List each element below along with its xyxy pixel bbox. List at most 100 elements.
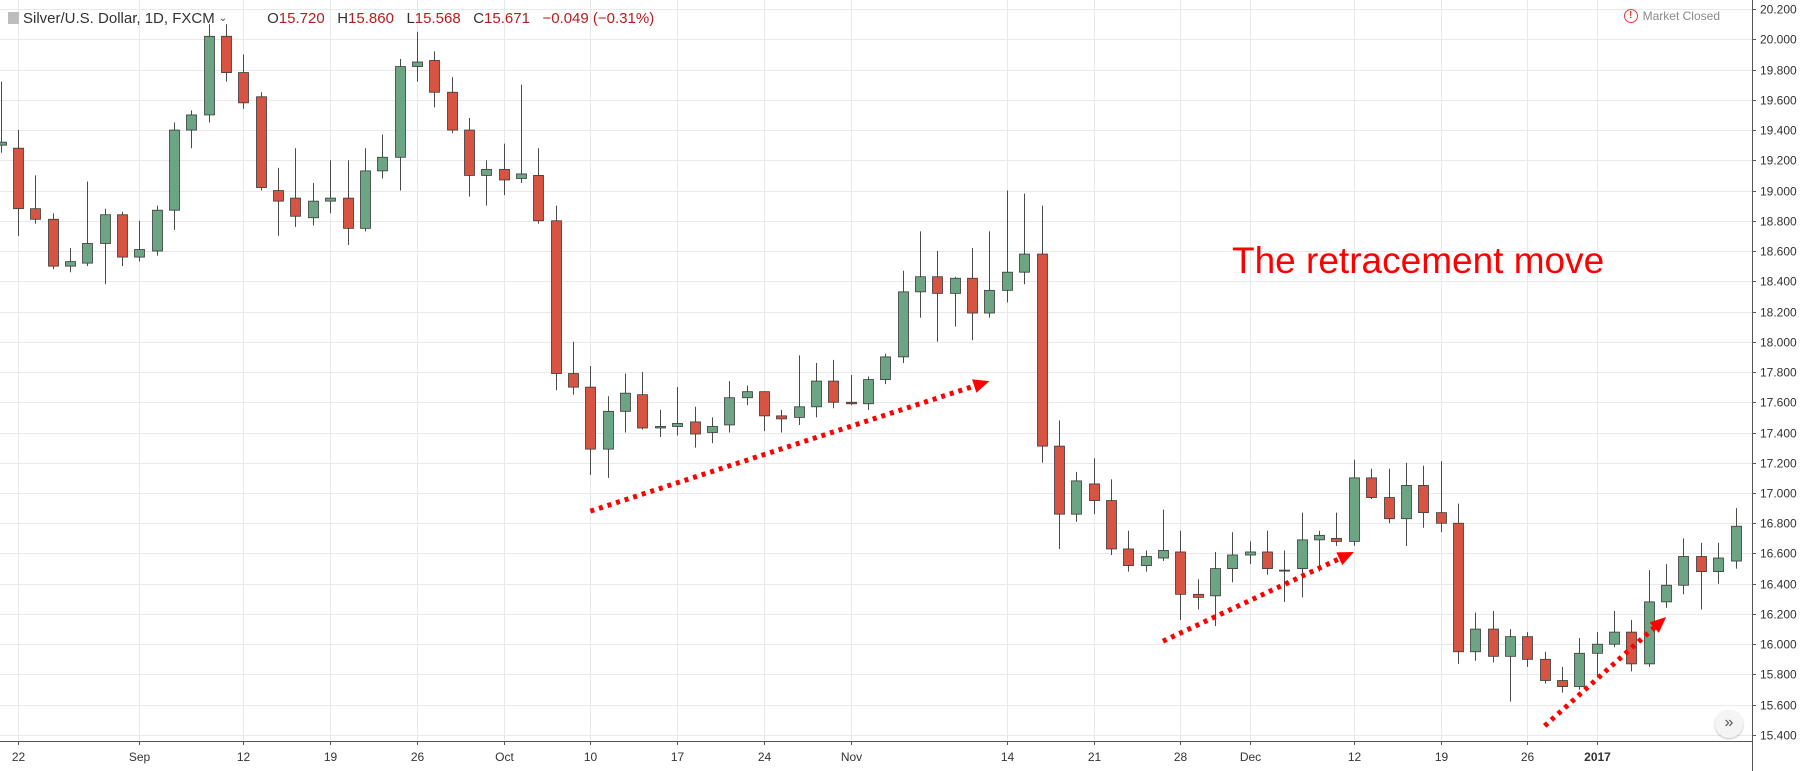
candle-body	[1193, 593, 1204, 598]
candle-body	[759, 391, 770, 417]
open-value: 15.720	[278, 9, 325, 27]
candle	[1141, 550, 1152, 572]
candle-body	[1436, 512, 1447, 524]
candle	[1037, 205, 1048, 463]
time-tick-label: 26	[411, 750, 425, 764]
candle-body	[533, 175, 544, 222]
candle-body	[134, 249, 145, 258]
candle	[551, 205, 562, 391]
candle	[343, 160, 354, 245]
arrow-head	[1649, 616, 1667, 633]
candle-body	[880, 356, 891, 380]
arrow-head	[1336, 551, 1354, 566]
scroll-to-realtime-button[interactable]: »	[1715, 710, 1743, 738]
chevron-down-icon[interactable]: ⌄	[218, 12, 228, 24]
candle	[1453, 503, 1464, 664]
candle-body	[1054, 445, 1065, 515]
candle-body	[152, 209, 163, 252]
candle-body	[1262, 551, 1273, 570]
candle	[221, 24, 232, 82]
market-status-label: Market Closed	[1642, 9, 1720, 23]
candle	[1574, 638, 1585, 690]
candle-body	[429, 60, 440, 93]
time-tick-label: 2017	[1584, 750, 1611, 764]
price-tick-label: 15.800	[1760, 668, 1797, 682]
price-tick-label: 16.800	[1760, 517, 1797, 531]
candle-body	[1470, 628, 1481, 653]
candle-body	[481, 168, 492, 176]
price-tick-label: 19.800	[1760, 64, 1797, 78]
candle	[412, 31, 423, 82]
close-value: 15.671	[484, 9, 530, 27]
candle	[1401, 462, 1412, 546]
candle-body	[898, 291, 909, 358]
candle	[169, 122, 180, 230]
candle	[1314, 530, 1325, 572]
candle-body	[1245, 551, 1256, 556]
high-label: H	[337, 9, 349, 27]
candle-body	[915, 276, 926, 293]
candle-body	[846, 401, 857, 405]
candle	[950, 276, 961, 327]
candle-body	[655, 426, 666, 429]
candle-body	[238, 72, 249, 104]
candle	[828, 359, 839, 409]
candle-body	[672, 423, 683, 427]
candle-body	[1626, 631, 1637, 665]
candle	[65, 248, 76, 273]
candle-body	[256, 96, 267, 188]
market-status[interactable]: ! Market Closed	[1623, 9, 1720, 23]
candle-body	[499, 168, 510, 181]
candle-body	[690, 421, 701, 435]
annotation-arrows	[589, 379, 1667, 728]
price-axis[interactable]: 15.400 15.600 15.800 16.000 16.200 16.400 16.6…	[1752, 3, 1797, 743]
time-axis[interactable]: 22 Sep 12 19 26 Oct 10 17 24 Nov 14 21 28 Dec 12 19 26 20…	[12, 741, 1611, 764]
price-tick-label: 17.600	[1760, 396, 1797, 410]
candle	[238, 54, 249, 109]
candle-body	[290, 197, 301, 217]
time-tick-label: 19	[1435, 750, 1449, 764]
price-tick-label: 18.800	[1760, 215, 1797, 229]
candle	[811, 362, 822, 418]
candle-body	[1037, 253, 1048, 447]
candle	[429, 51, 440, 108]
price-tick-label: 17.800	[1760, 366, 1797, 380]
candle-body	[464, 129, 475, 176]
candle-body	[742, 391, 753, 399]
candle-body	[1210, 568, 1221, 597]
candle-body	[1696, 556, 1707, 573]
time-tick-label: 14	[1001, 750, 1015, 764]
candle	[1089, 458, 1100, 515]
candle-body	[1453, 522, 1464, 653]
symbol-icon	[8, 12, 19, 24]
candle	[516, 84, 527, 183]
candle	[846, 375, 857, 406]
candle	[863, 376, 874, 410]
candle-body	[1731, 525, 1742, 562]
candle	[1696, 542, 1707, 610]
candle-body	[82, 243, 93, 264]
price-tick-label: 16.400	[1760, 578, 1797, 592]
candle-body	[637, 394, 648, 429]
candle	[1540, 651, 1551, 684]
candle	[325, 160, 336, 214]
candle	[1331, 512, 1342, 546]
candle-body	[1158, 550, 1169, 559]
arrow-shaft	[1161, 556, 1341, 644]
candle	[1713, 542, 1724, 584]
arrow-head	[972, 379, 990, 393]
symbol-header[interactable]: Silver/U.S. Dollar, 1D, FXCM ⌄ O15.720 H…	[8, 8, 654, 28]
candle-body	[1019, 253, 1030, 273]
candle-body	[551, 220, 562, 374]
candle	[898, 270, 909, 363]
candle-body	[1279, 569, 1290, 572]
candle	[308, 182, 319, 226]
price-tick-label: 15.400	[1760, 729, 1797, 743]
symbol-name[interactable]: Silver/U.S. Dollar, 1D, FXCM	[23, 9, 215, 27]
price-tick-label: 17.400	[1760, 427, 1797, 441]
candle	[1661, 564, 1672, 608]
price-tick-label: 16.600	[1760, 547, 1797, 561]
candle	[1609, 610, 1620, 648]
price-tick-label: 19.200	[1760, 154, 1797, 168]
candle-body	[1141, 556, 1152, 566]
